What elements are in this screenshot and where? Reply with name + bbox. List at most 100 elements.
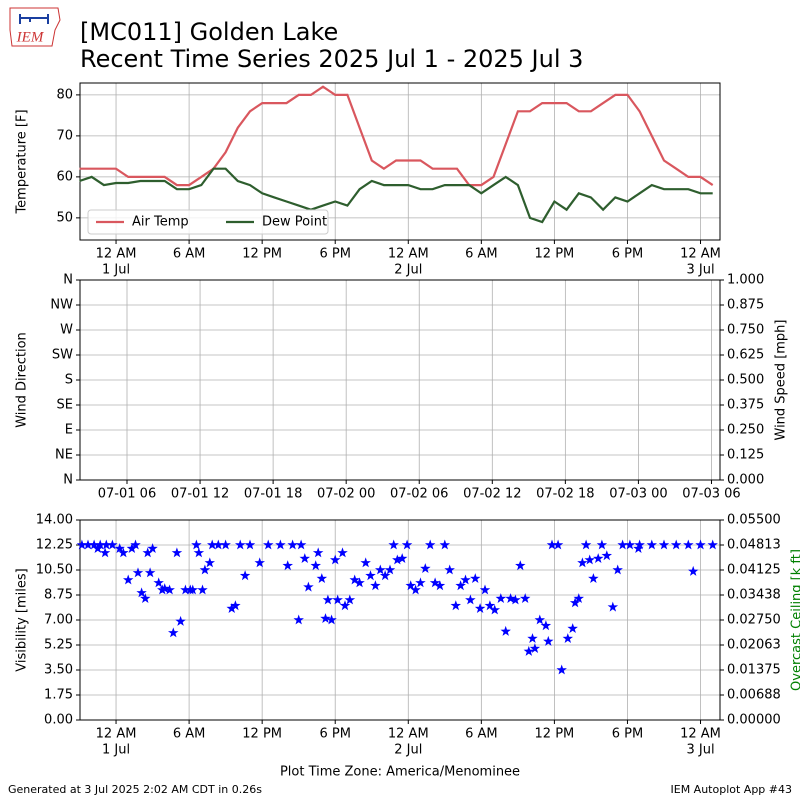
point: [275, 539, 286, 550]
y2-tick-label: 0.01375: [727, 663, 781, 678]
x-tick-label: 07-02 12: [463, 487, 521, 502]
y2-tick-label: 0.00688: [727, 688, 781, 703]
y-tick-label: SW: [52, 348, 73, 363]
legend-label: Air Temp: [132, 215, 189, 230]
point: [126, 543, 138, 553]
y-tick-label: 50: [56, 210, 73, 225]
point: [295, 539, 307, 550]
point: [344, 594, 356, 605]
y-tick-label: 8.75: [44, 588, 73, 603]
point: [230, 600, 241, 611]
x-tick-label: 07-01 12: [171, 487, 229, 502]
point: [567, 623, 578, 633]
y2-tick-label: 0.00000: [727, 713, 781, 728]
x-tick-label: 6 AM: [465, 247, 498, 262]
x-tick-label: 07-01 18: [244, 487, 302, 502]
point: [299, 553, 310, 563]
title: [MC011] Golden Lake: [80, 18, 338, 46]
point: [397, 553, 408, 563]
y2-tick-label: 0.000: [727, 473, 764, 488]
point: [316, 573, 328, 583]
y-tick-label: 0.00: [44, 713, 73, 728]
y2-tick-label: 0.750: [727, 323, 764, 338]
point: [688, 565, 699, 576]
x-tick-label: 07-01 06: [98, 487, 156, 502]
y-tick-label: 70: [56, 128, 73, 143]
point: [465, 594, 476, 605]
point: [384, 564, 396, 575]
x-tick-label: 6 PM: [612, 727, 643, 742]
series-line: [79, 167, 713, 224]
point: [401, 539, 413, 550]
point: [646, 539, 657, 550]
x-tick-label: 12 PM: [242, 727, 282, 742]
point: [199, 564, 211, 575]
x-tick-date: 2 Jul: [394, 263, 422, 278]
y-tick-label: 80: [56, 87, 73, 102]
point: [235, 539, 246, 550]
y2-tick-label: 0.05500: [727, 513, 781, 528]
y-tick-label: N: [63, 473, 73, 488]
y2-axis-label: Wind Speed [mph]: [774, 320, 789, 441]
y2-tick-label: 0.04125: [727, 563, 781, 578]
point: [420, 563, 431, 573]
point: [157, 584, 168, 595]
y2-tick-label: 0.625: [727, 348, 764, 363]
y-tick-label: 12.25: [36, 538, 73, 553]
point: [479, 584, 491, 595]
logo-text: IEM: [16, 29, 45, 45]
point: [287, 539, 298, 550]
y-tick-label: 10.50: [36, 563, 73, 578]
x-tick-label: 12 AM: [388, 727, 429, 742]
point: [450, 600, 461, 611]
y-tick-label: SE: [57, 398, 73, 413]
point: [584, 554, 595, 565]
point: [153, 577, 164, 588]
point: [543, 635, 554, 646]
y-tick-label: 7.00: [44, 613, 73, 628]
x-tick-label: 07-02 06: [390, 487, 448, 502]
point: [310, 560, 321, 571]
point: [529, 643, 541, 653]
point: [495, 593, 507, 603]
y-tick-label: 5.25: [44, 638, 73, 653]
point: [82, 539, 94, 550]
point: [193, 547, 205, 558]
point: [707, 539, 718, 550]
x-tick-label: 6 AM: [465, 727, 498, 742]
y-tick-label: NE: [55, 448, 73, 463]
y2-tick-label: 0.875: [727, 298, 764, 313]
y-tick-label: S: [65, 373, 73, 388]
point: [339, 600, 351, 611]
point: [197, 584, 208, 595]
point: [593, 553, 604, 563]
point: [332, 594, 343, 605]
plot-frame: [79, 519, 721, 721]
point: [596, 539, 608, 550]
point: [95, 539, 106, 550]
legend-label: Dew Point: [262, 215, 327, 230]
y2-tick-label: 0.375: [727, 398, 764, 413]
point: [455, 580, 466, 591]
point: [118, 547, 129, 558]
point: [88, 539, 100, 550]
point: [207, 539, 218, 550]
x-tick-label: 07-02 00: [317, 487, 375, 502]
x-tick-date: 3 Jul: [686, 263, 714, 278]
y-tick-label: 60: [56, 169, 73, 184]
y-tick-label: W: [60, 323, 73, 338]
x-tick-label: 12 PM: [535, 247, 575, 262]
y2-tick-label: 0.02750: [727, 613, 781, 628]
x-tick-date: 1 Jul: [102, 743, 130, 758]
point: [320, 613, 331, 623]
point: [213, 539, 224, 550]
x-tick-label: 6 PM: [319, 727, 350, 742]
point: [76, 539, 88, 550]
point: [617, 539, 628, 550]
point: [569, 597, 581, 608]
point: [434, 580, 446, 591]
point: [99, 547, 111, 558]
point: [505, 593, 516, 603]
